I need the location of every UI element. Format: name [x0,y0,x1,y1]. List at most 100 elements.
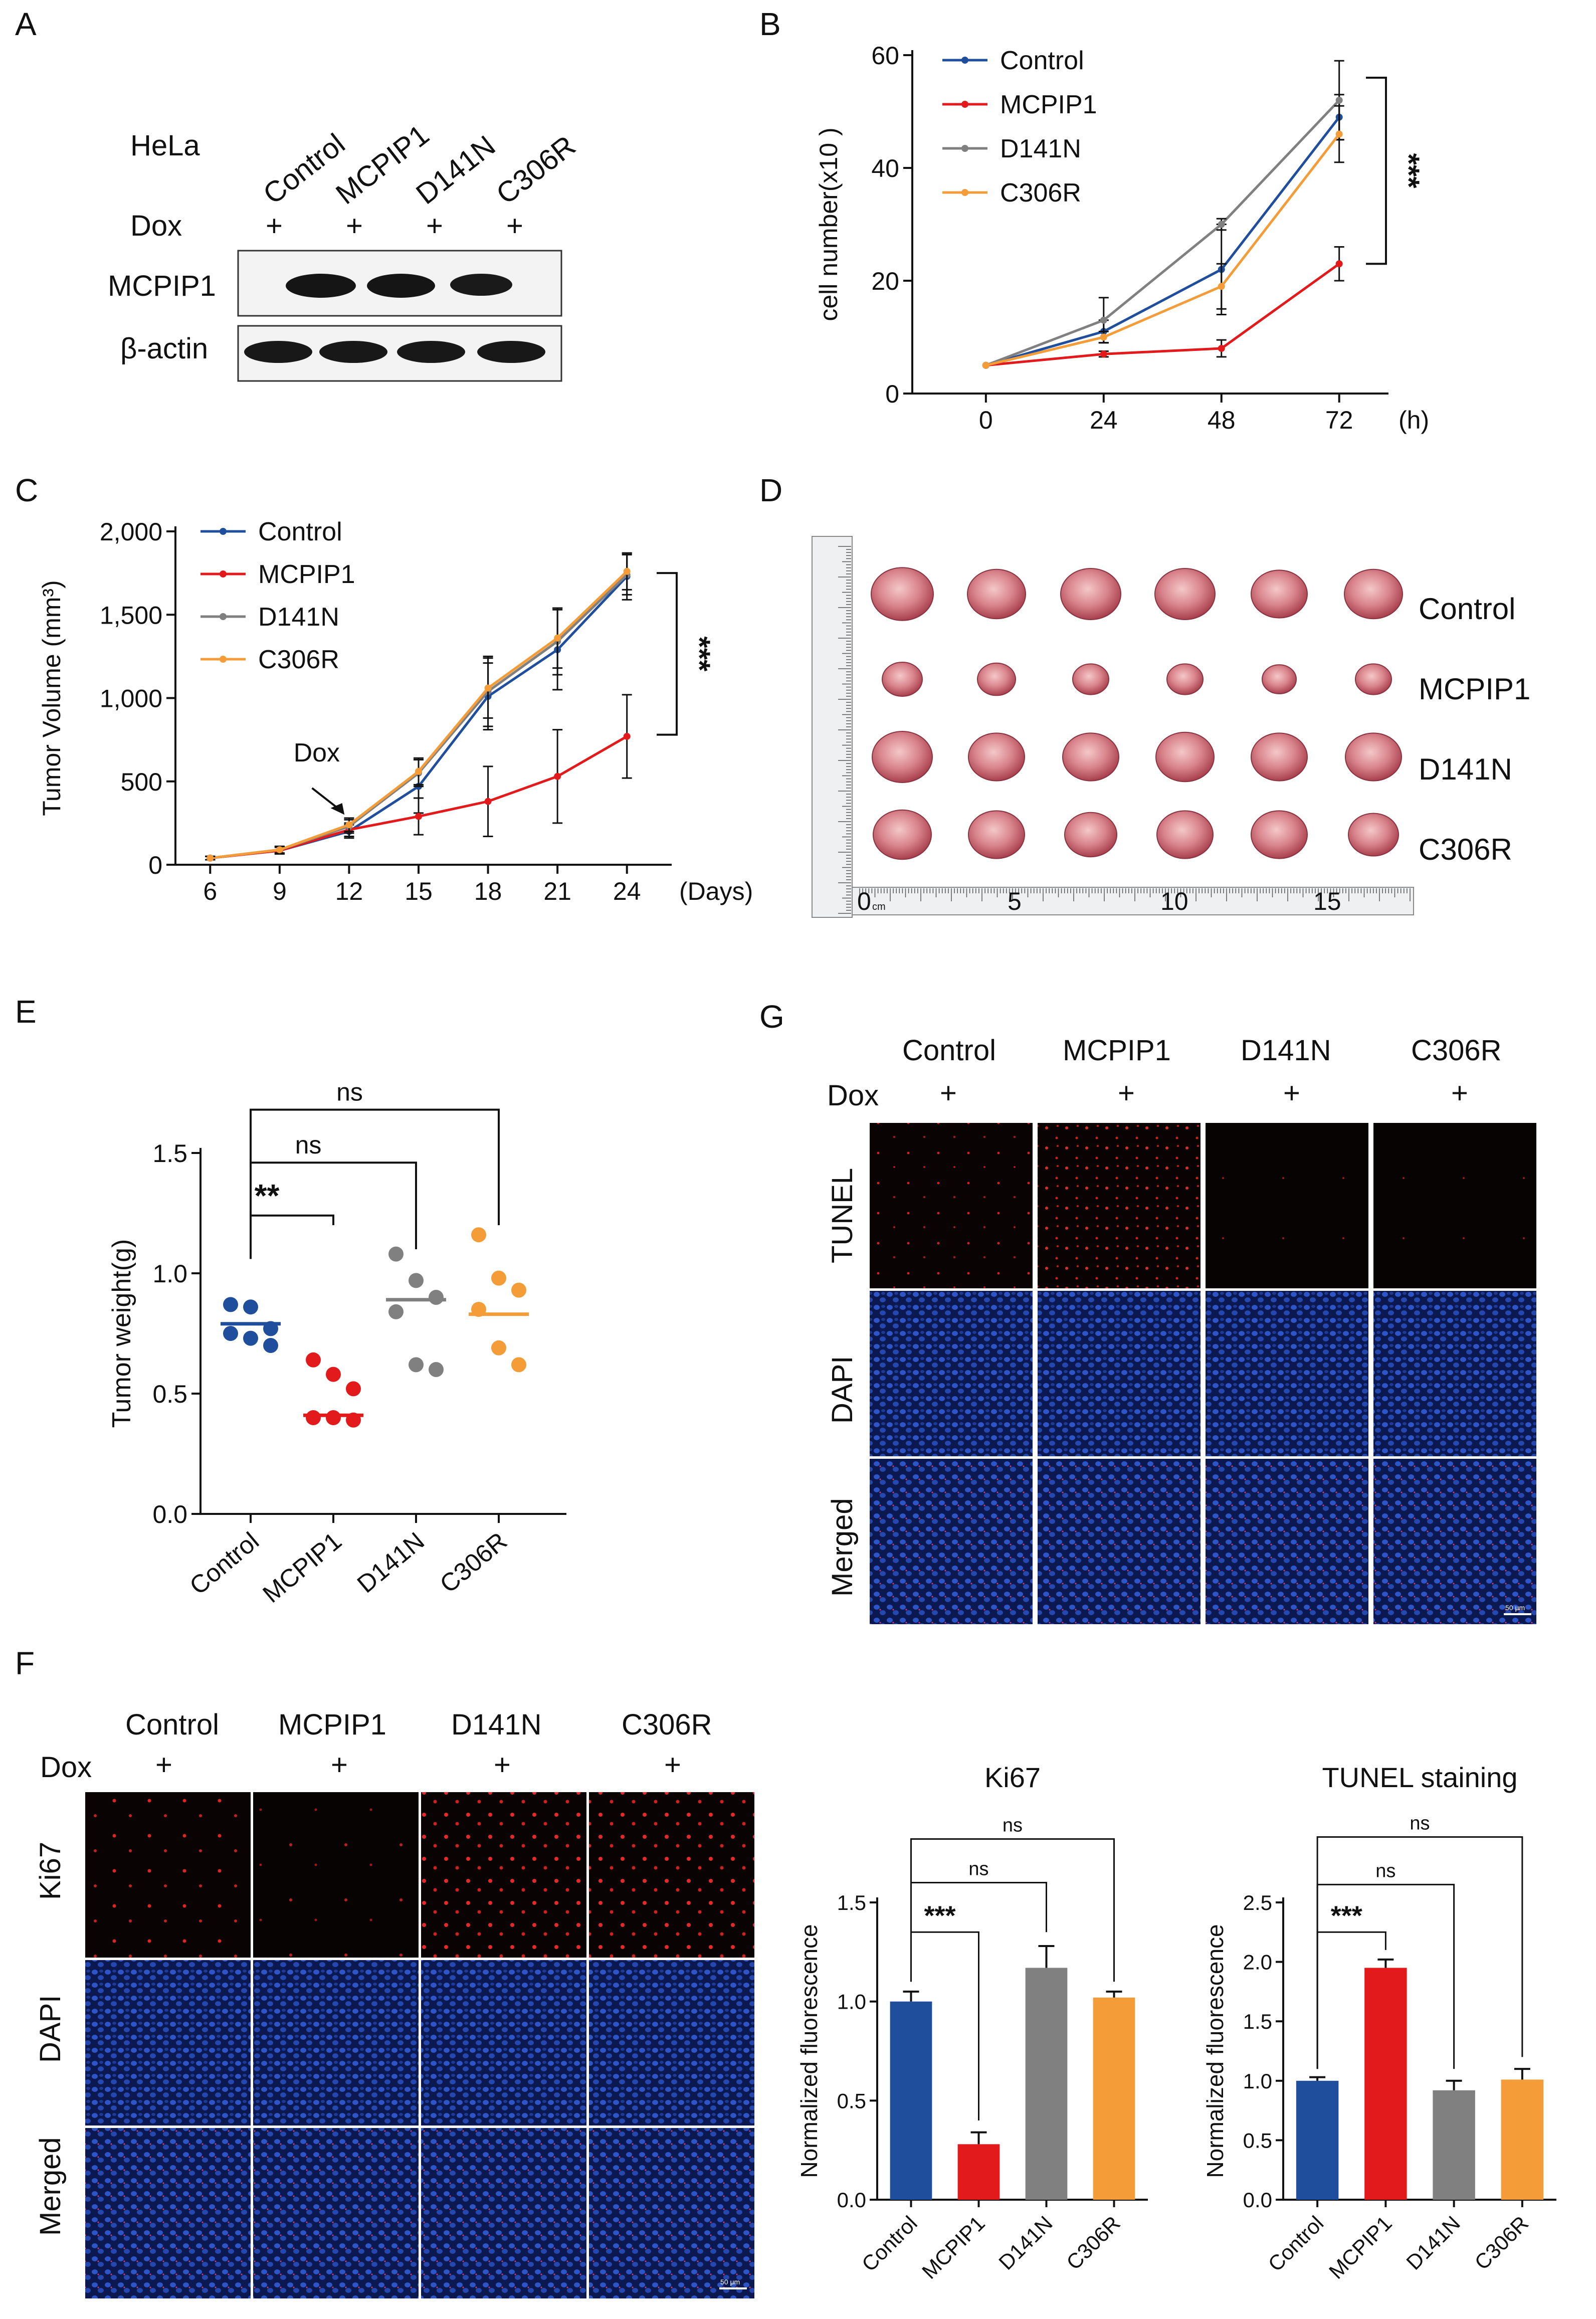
y-tick-label: 1,000 [100,685,162,713]
legend-marker [961,57,968,64]
panel-label-b: B [759,6,781,42]
data-point [623,732,631,740]
y-tick-label: 0 [885,380,899,408]
y-axis-label: Normalized fluorescence [1202,1924,1228,2178]
tumor [1262,664,1297,694]
data-point [388,1246,404,1262]
ruler-number: 0 [857,887,871,915]
column-label: Control [902,1034,996,1067]
panel-label-a: A [15,6,37,42]
data-point [1100,316,1107,324]
x-axis-label: (h) [1399,406,1429,434]
blot-row-label: β-actin [120,332,208,365]
comparison-bracket [250,1108,500,1259]
row-label: TUNEL [826,1168,859,1263]
data-point [223,1297,238,1312]
x-tick-label: 9 [273,877,287,905]
x-tick-label: 24 [1090,406,1118,434]
tumor [1062,732,1119,782]
x-tick-label: C306R [1470,2211,1533,2274]
significance-bracket [657,572,678,736]
tumor [872,731,933,783]
data-point [306,1352,321,1368]
tumor [1251,810,1308,859]
data-point [1218,221,1225,228]
micrograph [589,2128,754,2298]
column-label: Control [125,1708,219,1741]
data-point [263,1338,278,1353]
lane-label: C306R [490,129,581,211]
legend-marker [961,101,968,108]
x-tick-label: D141N [1402,2211,1465,2274]
y-tick-label: 1.5 [152,1139,187,1168]
panel-b-growth-chart: 0 20 40 60 0 24 48 72 (h) cell number(x10 ) Contro… [815,42,1429,434]
column-label: C306R [1411,1034,1502,1067]
x-tick-label: 6 [203,877,217,905]
comparison-label: ns [968,1858,988,1879]
micrograph [1038,1459,1201,1624]
scale-bar-label: 50 μm [1505,1604,1525,1612]
bar [890,2001,932,2200]
vertical-ruler [812,536,853,918]
ruler-number: 10 [1160,887,1188,915]
legend-label: MCPIP1 [1000,90,1097,119]
panel-f-ki67-images: Control MCPIP1 D141N C306R Dox + + + + K… [34,1708,754,2298]
data-point [1335,130,1343,138]
tumor [871,567,934,621]
bar [1364,1968,1407,2200]
column-label: D141N [451,1708,542,1741]
tumor [873,809,932,860]
column-label: C306R [622,1708,712,1741]
significance-label: *** [683,636,716,672]
comparison-label: *** [1331,1900,1362,1930]
series-line [985,116,1340,367]
panel-d-tumor-photo: 0 cm 5 10 15 Control MCPIP1 D141N C306R [812,536,1530,918]
legend-label: C306R [258,645,339,674]
y-tick-label: 40 [871,154,899,182]
data-point [484,684,492,692]
column-label: D141N [1241,1034,1331,1067]
y-axis-label: Tumor Volume (mm³) [38,580,66,816]
dox-plus: + [331,1749,348,1781]
data-point [554,772,561,780]
legend-marker [961,145,968,152]
x-tick-label: Control [857,2211,922,2276]
comparison-bracket [250,1214,334,1259]
column-label: MCPIP1 [1063,1034,1171,1067]
x-axis-label: (Days) [679,877,753,905]
panel-f-ki67-bar-chart: Ki67 0.0 0.5 1.0 1.5 Normalized fluorescence C… [796,1762,1148,2283]
data-point [326,1410,341,1425]
dox-plus: + [426,210,443,242]
tumor [1156,810,1214,859]
bar [1433,2090,1475,2200]
chart-title: TUNEL staining [1322,1762,1517,1793]
series-line [985,133,1340,367]
data-point [326,1367,341,1382]
data-point [306,1410,321,1425]
x-tick-label: 12 [335,877,363,905]
y-axis-label: Tumor weight(g) [107,1239,136,1428]
data-point [1100,333,1107,341]
legend-label: D141N [1000,134,1081,163]
legend-label: MCPIP1 [258,560,355,589]
lane-label: Control [257,127,351,211]
data-point [409,1273,424,1288]
legend-label: D141N [258,603,339,632]
data-point [1218,283,1225,290]
y-tick-label: 2,000 [100,518,162,546]
x-tick-label: Control [184,1527,264,1601]
dox-plus: + [1451,1077,1468,1109]
dox-arrow-head [330,803,345,815]
tumor-specimens [871,567,1403,860]
x-tick-label: MCPIP1 [917,2211,989,2283]
y-tick-label: 2.0 [1243,1951,1272,1974]
x-tick-label: 0 [979,406,993,434]
y-axis-label: cell number(x10 ) [815,127,843,321]
legend-marker [961,189,968,196]
legend-marker [220,656,227,663]
data-point [345,821,353,829]
y-tick-label: 0.5 [837,2089,866,2112]
tumor [1344,568,1403,620]
tumor-row-label: MCPIP1 [1419,672,1530,706]
